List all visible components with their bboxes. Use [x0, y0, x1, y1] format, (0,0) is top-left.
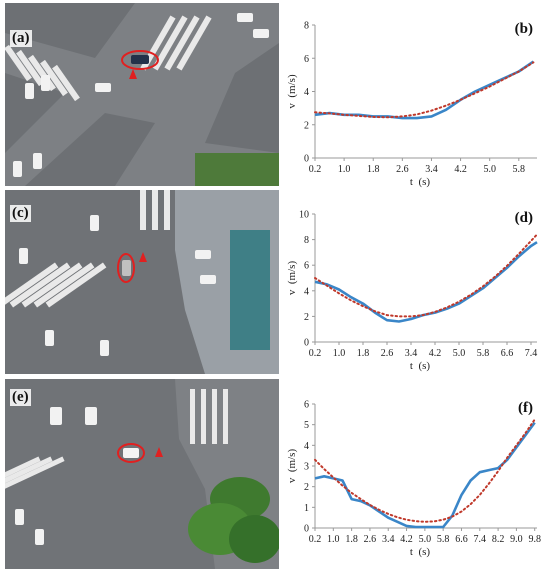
x-tick-label: 1.8 — [345, 534, 358, 545]
chart-panel-label: (d) — [515, 210, 533, 226]
y-tick-label: 8 — [304, 235, 309, 246]
x-tick-label: 6.6 — [455, 534, 468, 545]
x-axis-title: t (s) — [410, 360, 431, 372]
y-tick-label: 2 — [304, 312, 309, 323]
y-tick-label: 4 — [304, 286, 309, 297]
chart-panel-label: (b) — [515, 21, 533, 37]
y-tick-label: 3 — [304, 462, 309, 473]
x-tick-label: 1.0 — [333, 348, 346, 359]
x-axis-title: t (s) — [410, 176, 431, 188]
measured-speed-line — [314, 60, 535, 120]
x-tick-label: 5.8 — [437, 534, 450, 545]
y-tick-label: 2 — [304, 120, 309, 131]
velocity-chart-f: 0 1 2 3 4 5 6 0.2 1.0 1.8 2.6 3.4 4.2 5.0 5.8 6.6 7.4 8.2… — [286, 400, 541, 559]
y-axis-title: v (m/s) — [286, 74, 298, 109]
x-tick-label: 1.0 — [327, 534, 340, 545]
y-tick-label: 6 — [304, 261, 309, 272]
aerial-photo-a — [5, 3, 279, 186]
x-tick-label: 8.2 — [492, 534, 505, 545]
y-tick-label: 4 — [304, 441, 309, 452]
y-tick-label: 4 — [304, 87, 309, 98]
x-tick-label: 5.0 — [419, 534, 432, 545]
x-tick-label: 0.2 — [309, 164, 322, 175]
y-tick-label: 1 — [304, 503, 309, 514]
x-tick-label: 3.4 — [382, 534, 395, 545]
x-tick-label: 0.2 — [309, 534, 322, 545]
x-axis-title: t (s) — [410, 546, 431, 558]
panel-label-a: (a) — [10, 30, 32, 47]
intersection-drawing-a — [5, 3, 279, 186]
x-tick-label: 3.4 — [405, 348, 418, 359]
y-tick-label: 2 — [304, 482, 309, 493]
y-tick-label: 0 — [304, 524, 309, 535]
y-tick-label: 5 — [304, 420, 309, 431]
chart-panel-label: (f) — [518, 400, 533, 416]
y-tick-label: 6 — [304, 400, 309, 411]
x-tick-label: 7.4 — [525, 348, 538, 359]
x-tick-label: 5.8 — [513, 164, 526, 175]
chart-b-wrap: 0 2 4 6 8 0.2 1.0 1.8 2.6 3.4 4.2 5.0 5.8 t (s) v (m/s… — [285, 3, 547, 188]
x-tick-label: 9.0 — [510, 534, 523, 545]
intersection-drawing-e — [5, 379, 279, 569]
y-tick-label: 10 — [299, 210, 309, 221]
fitted-speed-curve — [314, 418, 536, 523]
measured-speed-line — [314, 421, 536, 529]
x-tick-label: 3.4 — [425, 164, 438, 175]
fitted-speed-curve — [314, 233, 538, 318]
x-tick-label: 4.2 — [429, 348, 442, 359]
x-tick-label: 0.2 — [309, 348, 322, 359]
x-tick-label: 1.8 — [357, 348, 370, 359]
y-tick-label: 8 — [304, 21, 309, 32]
y-axis-title: v (m/s) — [286, 261, 298, 296]
velocity-chart-d: 0 2 4 6 8 10 0.2 1.0 1.8 2.6 3.4 4.2 5.0 5.8 6.6 7.4 t (… — [286, 210, 538, 372]
chart-f-wrap: 0 1 2 3 4 5 6 0.2 1.0 1.8 2.6 3.4 4.2 5.0 5.8 6.6 7.4 8.2… — [285, 382, 547, 572]
fitted-speed-curve — [314, 61, 535, 119]
aerial-photo-e — [5, 379, 279, 569]
x-tick-label: 5.0 — [453, 348, 466, 359]
intersection-drawing-c — [5, 190, 279, 374]
x-tick-label: 6.6 — [501, 348, 514, 359]
y-tick-label: 0 — [304, 154, 309, 165]
x-tick-label: 7.4 — [474, 534, 487, 545]
x-tick-label: 1.0 — [338, 164, 351, 175]
y-tick-label: 6 — [304, 54, 309, 65]
x-tick-label: 5.0 — [483, 164, 496, 175]
x-tick-label: 1.8 — [367, 164, 380, 175]
aerial-photo-c — [5, 190, 279, 374]
x-tick-label: 4.2 — [400, 534, 413, 545]
panel-label-c: (c) — [10, 205, 31, 222]
x-tick-label: 9.8 — [528, 534, 541, 545]
x-tick-label: 2.6 — [364, 534, 377, 545]
x-tick-label: 2.6 — [381, 348, 394, 359]
velocity-chart-b: 0 2 4 6 8 0.2 1.0 1.8 2.6 3.4 4.2 5.0 5.8 t (s) v (m/s… — [286, 21, 537, 188]
y-axis-title: v (m/s) — [286, 449, 298, 484]
y-tick-label: 0 — [304, 338, 309, 349]
x-tick-label: 4.2 — [454, 164, 467, 175]
chart-d-wrap: 0 2 4 6 8 10 0.2 1.0 1.8 2.6 3.4 4.2 5.0 5.8 6.6 7.4 t (… — [285, 192, 547, 377]
measured-speed-line — [314, 241, 538, 323]
x-tick-label: 2.6 — [396, 164, 409, 175]
x-tick-label: 5.8 — [477, 348, 490, 359]
panel-label-e: (e) — [10, 389, 31, 406]
